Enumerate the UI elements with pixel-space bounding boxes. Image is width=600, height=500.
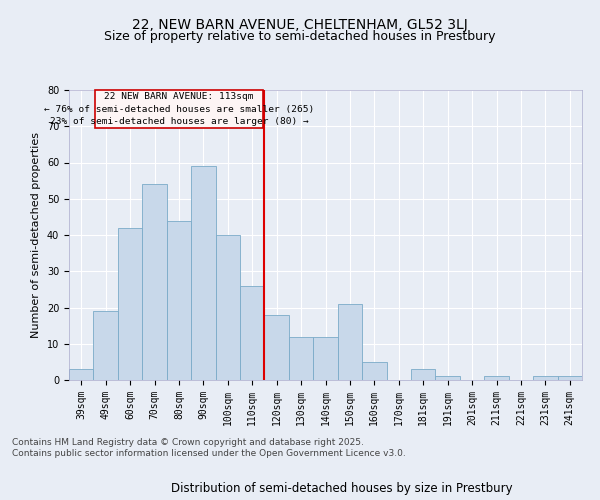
Y-axis label: Number of semi-detached properties: Number of semi-detached properties — [31, 132, 41, 338]
Bar — [142, 184, 167, 380]
Bar — [557, 376, 582, 380]
Bar — [313, 336, 338, 380]
Bar — [167, 220, 191, 380]
Bar — [118, 228, 142, 380]
FancyBboxPatch shape — [95, 90, 263, 128]
Bar — [265, 315, 289, 380]
Bar — [484, 376, 509, 380]
Text: Contains HM Land Registry data © Crown copyright and database right 2025.
Contai: Contains HM Land Registry data © Crown c… — [12, 438, 406, 458]
Bar — [411, 369, 436, 380]
Bar — [94, 311, 118, 380]
Bar — [69, 369, 94, 380]
Text: Distribution of semi-detached houses by size in Prestbury: Distribution of semi-detached houses by … — [171, 482, 513, 495]
Bar — [436, 376, 460, 380]
Text: Size of property relative to semi-detached houses in Prestbury: Size of property relative to semi-detach… — [104, 30, 496, 43]
Bar — [338, 304, 362, 380]
Bar — [191, 166, 215, 380]
Text: 22 NEW BARN AVENUE: 113sqm
← 76% of semi-detached houses are smaller (265)
23% o: 22 NEW BARN AVENUE: 113sqm ← 76% of semi… — [44, 92, 314, 126]
Bar — [533, 376, 557, 380]
Bar — [289, 336, 313, 380]
Bar — [240, 286, 265, 380]
Text: 22, NEW BARN AVENUE, CHELTENHAM, GL52 3LJ: 22, NEW BARN AVENUE, CHELTENHAM, GL52 3L… — [132, 18, 468, 32]
Bar — [362, 362, 386, 380]
Bar — [215, 235, 240, 380]
